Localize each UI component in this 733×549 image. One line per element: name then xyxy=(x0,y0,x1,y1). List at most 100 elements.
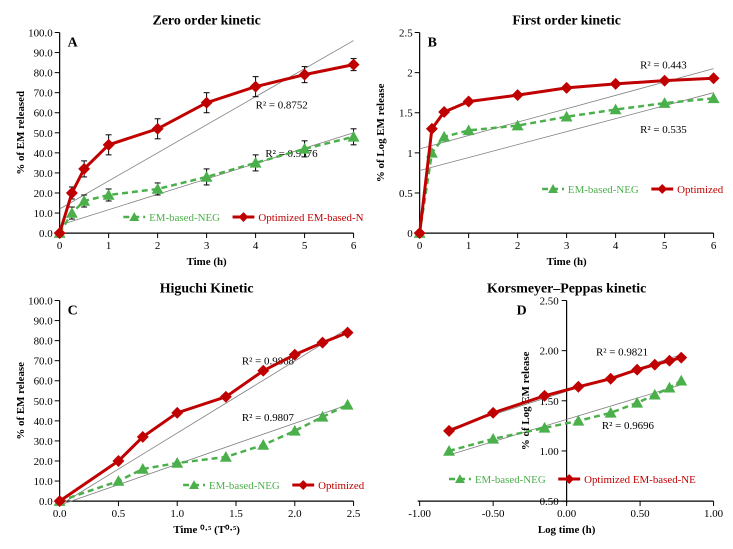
series-neg-marker xyxy=(289,424,301,435)
y-tick-label: 40.0 xyxy=(34,148,54,160)
y-tick-label: 2.50 xyxy=(539,295,559,307)
chart-grid: Zero order kineticA01234560.010.020.030.… xyxy=(10,10,723,539)
x-tick-label: 2.5 xyxy=(347,507,361,519)
series-opt-marker xyxy=(631,363,643,375)
x-tick-label: 5 xyxy=(302,240,308,252)
y-tick-label: 60.0 xyxy=(34,375,54,387)
series-neg-marker xyxy=(631,396,643,407)
series-opt-marker xyxy=(342,326,354,338)
legend-neg: EM-based-NEG xyxy=(542,184,639,196)
series-neg-marker xyxy=(112,475,124,486)
y-axis-title: % of Log EM release xyxy=(374,83,386,182)
panel-letter: A xyxy=(68,35,78,50)
series-opt-marker xyxy=(152,123,164,135)
r2-neg: R² = 0.9696 xyxy=(601,419,654,431)
series-opt-marker xyxy=(675,351,687,363)
x-axis-title: Log time (h) xyxy=(537,523,595,535)
series-opt-marker xyxy=(487,406,499,418)
x-tick-label: 4 xyxy=(253,240,259,252)
x-tick-label: 3 xyxy=(204,240,210,252)
y-tick-label: 0 xyxy=(407,228,413,240)
y-tick-label: 40.0 xyxy=(34,415,54,427)
y-tick-label: 2.00 xyxy=(539,345,559,357)
y-tick-label: 1 xyxy=(407,148,412,160)
y-tick-label: 20.0 xyxy=(34,188,54,200)
panel-higuchi: Higuchi KineticC0.00.51.01.52.02.50.010.… xyxy=(10,278,364,540)
y-tick-label: 100.0 xyxy=(28,295,53,307)
series-opt-marker xyxy=(609,78,621,90)
y-tick-label: 2 xyxy=(407,68,412,80)
panel-korsmeyer-peppas: Korsmeyer–Peppas kineticD-1.00-0.500.000… xyxy=(370,278,724,540)
y-tick-label: 60.0 xyxy=(34,108,54,120)
legend-neg: EM-based-NEG xyxy=(183,480,280,492)
panel-title: Higuchi Kinetic xyxy=(160,281,254,296)
x-tick-label: 2 xyxy=(514,240,519,252)
series-opt-marker xyxy=(560,82,572,94)
panel-letter: D xyxy=(516,303,526,318)
x-tick-label: 2.0 xyxy=(288,507,302,519)
series-opt-marker xyxy=(348,59,360,71)
y-tick-label: 90.0 xyxy=(34,48,54,60)
x-tick-label: -0.50 xyxy=(481,507,504,519)
series-opt-marker xyxy=(443,424,455,436)
y-tick-label: 20.0 xyxy=(34,455,54,467)
panel-title: Korsmeyer–Peppas kinetic xyxy=(486,281,645,296)
y-tick-label: 100.0 xyxy=(28,27,53,39)
panel-title: First order kinetic xyxy=(512,14,621,29)
y-tick-label: 2.5 xyxy=(399,27,413,39)
series-neg-marker xyxy=(675,374,687,385)
x-axis-title: Time ⁰·⁵ (T⁰·⁵) xyxy=(173,523,240,535)
legend-neg: EM-based-NEG xyxy=(449,474,546,486)
series-opt-marker xyxy=(299,69,311,81)
trendline-opt xyxy=(60,328,348,505)
legend-neg-label: EM-based-NEG xyxy=(149,212,220,224)
r2-opt: R² = 0.443 xyxy=(640,60,687,72)
y-tick-label: 0.5 xyxy=(399,188,413,200)
y-tick-label: 10.0 xyxy=(34,208,54,220)
legend-opt: Optimized EM-based-NE xyxy=(558,474,696,486)
r2-opt: R² = 0.8752 xyxy=(256,100,308,112)
series-opt-marker xyxy=(511,89,523,101)
y-tick-label: 0.0 xyxy=(39,496,53,508)
x-tick-label: 2 xyxy=(155,240,160,252)
y-tick-label: 0.50 xyxy=(539,496,559,508)
series-opt-marker xyxy=(250,81,262,93)
y-tick-label: 30.0 xyxy=(34,168,54,180)
legend-opt: Optimized EM-based-NE xyxy=(651,184,723,196)
series-opt-marker xyxy=(572,380,584,392)
x-tick-label: 1.00 xyxy=(704,507,723,519)
y-tick-label: 70.0 xyxy=(34,355,54,367)
x-tick-label: 0.00 xyxy=(557,507,577,519)
x-tick-label: -1.00 xyxy=(408,507,431,519)
series-opt-marker xyxy=(604,372,616,384)
y-axis-title: % of EM released xyxy=(15,91,27,175)
panel-title: Zero order kinetic xyxy=(152,14,260,29)
legend-opt-label: Optimized EM-based-NE xyxy=(258,212,363,224)
x-tick-label: 5 xyxy=(661,240,667,252)
series-opt-marker xyxy=(648,358,660,370)
legend-neg-label: EM-based-NEG xyxy=(209,480,280,492)
series-opt-marker xyxy=(462,96,474,108)
series-opt-marker xyxy=(201,97,213,109)
x-tick-label: 4 xyxy=(612,240,618,252)
y-tick-label: 1.00 xyxy=(539,445,559,457)
series-opt-marker xyxy=(66,187,78,199)
legend-neg: EM-based-NEG xyxy=(123,212,220,224)
y-tick-label: 1.5 xyxy=(399,108,413,120)
legend-opt-label: Optimized EM-based-NE xyxy=(318,480,363,492)
series-neg-marker xyxy=(438,131,450,142)
x-tick-label: 0.50 xyxy=(630,507,650,519)
y-axis-title: % of EM release xyxy=(15,361,27,439)
panel-zero-order: Zero order kineticA01234560.010.020.030.… xyxy=(10,10,364,272)
series-opt-marker xyxy=(658,75,670,87)
panel-letter: B xyxy=(427,35,436,50)
legend-neg-label: EM-based-NEG xyxy=(474,474,545,486)
series-neg-marker xyxy=(572,414,584,425)
panel-first-order: First order kineticB012345600.511.522.5T… xyxy=(370,10,724,272)
r2-neg: R² = 0.535 xyxy=(640,124,687,136)
y-tick-label: 70.0 xyxy=(34,88,54,100)
legend-opt: Optimized EM-based-NE xyxy=(292,480,363,492)
legend-opt-label: Optimized EM-based-NE xyxy=(677,184,723,196)
x-tick-label: 0 xyxy=(416,240,422,252)
series-neg-marker xyxy=(257,438,269,449)
